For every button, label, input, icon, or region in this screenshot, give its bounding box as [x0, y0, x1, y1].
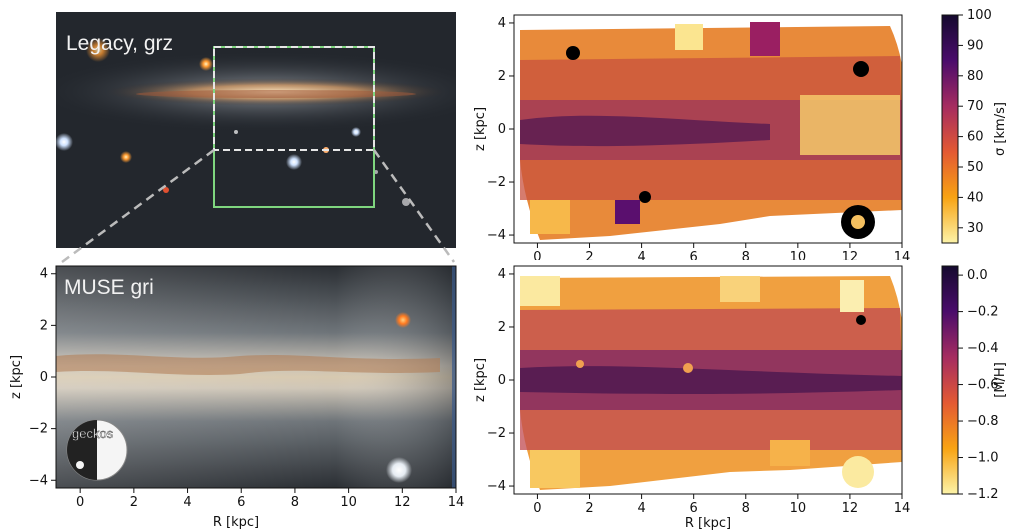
sigma-colorbar-label: σ [km/s]: [993, 102, 1008, 156]
metallicity-map-image: [520, 276, 902, 490]
metallicity-colorbar-tick-label: −0.4: [967, 341, 999, 356]
sigma-colorbar-tick-label: 100: [967, 8, 992, 23]
metallicity-x-tick-label: 0: [533, 501, 541, 516]
sigma-y-tick-label: −4: [487, 228, 506, 243]
muse-image: [56, 266, 456, 488]
metallicity-map-plot: 0 2 4 6 8 10 12 14 4 2 0 −2 −4 R [kpc] z [kpc] 0.0 −…: [473, 265, 1008, 530]
sigma-colorbar-tick-label: 30: [967, 221, 984, 236]
muse-y-axis-label: z [kpc]: [9, 355, 24, 399]
sigma-colorbar-tick-label: 60: [967, 130, 984, 145]
muse-x-ticks: 0 2 4 6 8 10 12 14: [76, 488, 464, 510]
sigma-y-tick-label: 0: [498, 122, 506, 137]
muse-plot: geckos MUSE gri 0 2 4 6 8 10 12 14 4 2 0 −2 −4 R [k…: [9, 265, 464, 530]
sigma-y-axis-label: z [kpc]: [473, 107, 488, 151]
legacy-image: Legacy, grz: [56, 12, 456, 248]
legacy-panel: Legacy, grz: [56, 12, 456, 248]
metallicity-x-tick-label: 14: [894, 501, 911, 516]
metallicity-colorbar-tick-label: −1.0: [967, 451, 999, 466]
sigma-x-ticks: 0 2 4 6 8 10 12 14: [533, 243, 910, 260]
muse-x-tick-label: 12: [394, 495, 411, 510]
muse-y-tick-label: 2: [40, 318, 48, 333]
sigma-map-plot: 0 2 4 6 8 10 12 14 4 2 0 −2 −4 z [kpc] 100 90 80 70 60 5…: [473, 8, 1008, 260]
muse-field-box: [213, 46, 375, 151]
metallicity-panel: 0 2 4 6 8 10 12 14 4 2 0 −2 −4 R [kpc] z [kpc] 0.0 −…: [470, 260, 1015, 530]
metallicity-x-tick-label: 12: [842, 501, 859, 516]
muse-x-tick-label: 14: [448, 495, 465, 510]
metallicity-colorbar-tick-label: −0.2: [967, 305, 999, 320]
metallicity-x-tick-label: 6: [690, 501, 698, 516]
sigma-colorbar-tick-label: 90: [967, 38, 984, 53]
sigma-x-tick-label: 8: [742, 250, 750, 260]
metallicity-y-tick-label: 0: [498, 373, 506, 388]
metallicity-x-tick-label: 2: [585, 501, 593, 516]
sigma-colorbar-tick-label: 80: [967, 69, 984, 84]
metallicity-y-tick-label: 4: [498, 267, 506, 282]
sigma-x-tick-label: 4: [637, 250, 645, 260]
metallicity-x-ticks: 0 2 4 6 8 10 12 14: [533, 494, 910, 516]
metallicity-x-tick-label: 8: [742, 501, 750, 516]
sigma-x-tick-label: 14: [894, 250, 911, 260]
muse-y-tick-label: −2: [29, 422, 48, 437]
muse-x-tick-label: 4: [183, 495, 191, 510]
metallicity-colorbar-tick-label: 0.0: [967, 268, 988, 283]
metallicity-colorbar: [941, 265, 959, 495]
sigma-map-image: [520, 22, 902, 240]
zoom-connectors: [61, 148, 456, 264]
metallicity-y-tick-label: −4: [487, 479, 506, 494]
metallicity-colorbar-ticks: 0.0 −0.2 −0.4 −0.6 −0.8 −1.0 −1.2: [958, 268, 999, 502]
metallicity-y-tick-label: 2: [498, 320, 506, 335]
geckos-logo-text: geckos: [72, 426, 114, 441]
metallicity-colorbar-tick-label: −0.6: [967, 378, 999, 393]
sigma-colorbar-tick-label: 50: [967, 160, 984, 175]
metallicity-colorbar-tick-label: −0.8: [967, 414, 999, 429]
muse-x-tick-label: 8: [291, 495, 299, 510]
sigma-x-tick-label: 2: [585, 250, 593, 260]
muse-x-tick-label: 0: [76, 495, 84, 510]
geckos-logo: geckos: [66, 419, 128, 481]
metallicity-y-axis-label: z [kpc]: [473, 358, 488, 402]
muse-panel: geckos MUSE gri 0 2 4 6 8 10 12 14 4 2 0 −2 −4 R [k…: [0, 258, 470, 530]
muse-x-tick-label: 2: [130, 495, 138, 510]
metallicity-x-tick-label: 10: [790, 501, 807, 516]
metallicity-colorbar-label: [M/H]: [993, 362, 1008, 398]
metallicity-y-tick-label: −2: [487, 426, 506, 441]
sigma-panel: 0 2 4 6 8 10 12 14 4 2 0 −2 −4 z [kpc] 100 90 80 70 60 5…: [470, 0, 1015, 260]
sigma-x-tick-label: 12: [842, 250, 859, 260]
muse-x-tick-label: 6: [237, 495, 245, 510]
muse-x-tick-label: 10: [340, 495, 357, 510]
sigma-x-tick-label: 0: [533, 250, 541, 260]
legacy-label: Legacy, grz: [66, 32, 173, 55]
muse-y-tick-label: 4: [40, 267, 48, 282]
muse-y-tick-label: −4: [29, 473, 48, 488]
metallicity-colorbar-tick-label: −1.2: [967, 487, 999, 502]
sigma-x-tick-label: 10: [790, 250, 807, 260]
metallicity-x-axis-label: R [kpc]: [685, 516, 731, 530]
sigma-y-tick-label: −2: [487, 175, 506, 190]
muse-x-axis-label: R [kpc]: [213, 515, 259, 530]
sigma-x-tick-label: 6: [690, 250, 698, 260]
metallicity-x-tick-label: 4: [637, 501, 645, 516]
sigma-colorbar-ticks: 100 90 80 70 60 50 40 30: [958, 8, 992, 236]
sigma-y-tick-label: 4: [498, 16, 506, 31]
metallicity-y-ticks: 4 2 0 −2 −4: [487, 267, 514, 494]
muse-y-tick-label: 0: [40, 370, 48, 385]
sigma-colorbar: [941, 14, 959, 244]
muse-label: MUSE gri: [64, 276, 154, 299]
muse-y-ticks: 4 2 0 −2 −4: [29, 267, 56, 488]
sigma-colorbar-tick-label: 70: [967, 99, 984, 114]
sigma-y-tick-label: 2: [498, 69, 506, 84]
sigma-colorbar-tick-label: 40: [967, 190, 984, 205]
sigma-y-ticks: 4 2 0 −2 −4: [487, 16, 514, 243]
